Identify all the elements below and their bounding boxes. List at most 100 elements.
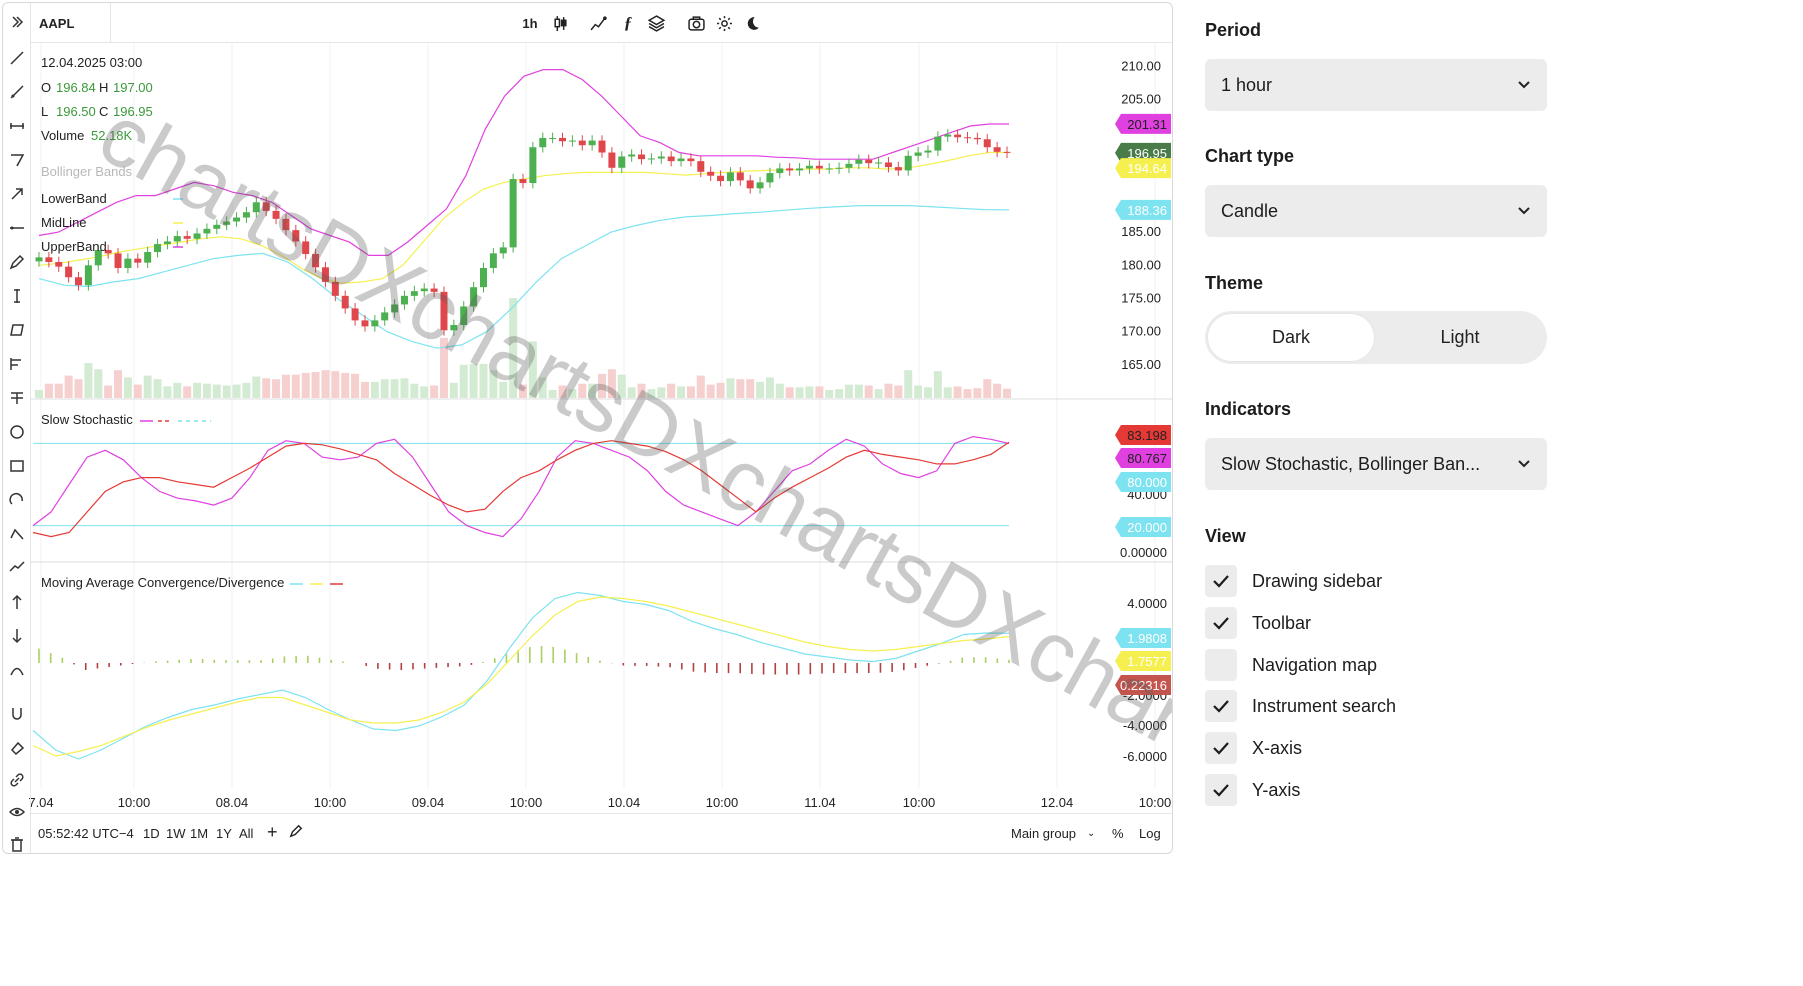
instrument-search[interactable]: AAPL — [31, 3, 111, 43]
legend-stochastic-title: Slow Stochastic — [41, 412, 133, 427]
mid-line-price-label-shape — [1115, 158, 1171, 179]
volume-bar — [44, 383, 53, 398]
period-select[interactable]: 1 hour — [1205, 59, 1547, 111]
view-option-x-axis[interactable]: X-axis — [1205, 732, 1505, 764]
candle — [993, 147, 1001, 152]
volume-bar — [588, 383, 597, 398]
ray-icon[interactable] — [6, 81, 28, 103]
signal-price-label: 1.7577 — [1115, 651, 1171, 671]
candle — [973, 137, 981, 140]
legend-band-label: MidLine — [41, 215, 87, 230]
arrow-down-icon[interactable] — [6, 625, 28, 647]
candle — [489, 253, 497, 268]
eraser-icon[interactable] — [6, 737, 28, 759]
volume-bar — [815, 386, 824, 398]
view-option-navigation-map[interactable]: Navigation map — [1205, 649, 1505, 681]
candle — [845, 163, 853, 168]
chart-canvas[interactable]: 210.00 205.00 185.00 180.00 175.00 170.00 165.… — [3, 3, 1173, 854]
camera-icon[interactable] — [685, 12, 707, 34]
add-icon[interactable]: + — [267, 822, 278, 842]
curve-icon[interactable] — [6, 659, 28, 681]
studies-icon[interactable] — [587, 12, 609, 34]
period-button[interactable]: 1h — [522, 15, 538, 31]
volume-bar — [222, 385, 231, 398]
range-1y[interactable]: 1Y — [216, 826, 232, 841]
range-1d[interactable]: 1D — [143, 826, 160, 841]
pencil-icon[interactable] — [289, 824, 303, 841]
arrow-up-icon[interactable] — [6, 591, 28, 613]
link-icon[interactable] — [6, 769, 28, 791]
range-1m[interactable]: 1M — [190, 826, 209, 841]
volume-bar — [420, 386, 429, 398]
volume-bar — [825, 390, 834, 398]
view-option-toolbar[interactable]: Toolbar — [1205, 607, 1505, 639]
checkbox[interactable] — [1205, 565, 1237, 597]
parallelogram-icon[interactable] — [6, 319, 28, 341]
candle — [400, 295, 408, 305]
chevron-down-icon[interactable]: ⌄ — [1087, 828, 1096, 839]
rectangle-icon[interactable] — [6, 455, 28, 477]
group-select[interactable]: Main group — [1011, 826, 1077, 841]
log-toggle[interactable]: Log — [1139, 826, 1161, 841]
theme-light-option[interactable]: Light — [1440, 327, 1480, 347]
candle — [144, 252, 152, 263]
view-option-y-axis[interactable]: Y-axis — [1205, 774, 1505, 806]
range-1w[interactable]: 1W — [166, 826, 186, 841]
line-icon[interactable] — [6, 47, 28, 69]
gear-icon[interactable] — [713, 12, 735, 34]
path-icon[interactable] — [6, 523, 28, 545]
chart-type-select[interactable]: Candle — [1205, 185, 1547, 237]
view-option-drawing-sidebar[interactable]: Drawing sidebar — [1205, 565, 1505, 597]
trash-icon[interactable] — [6, 833, 28, 853]
chart-widget[interactable]: 210.00 205.00 185.00 180.00 175.00 170.00 165.… — [2, 2, 1173, 854]
volume-bar — [133, 384, 142, 398]
x-tick-label: 10:00 — [118, 795, 151, 810]
expand-icon[interactable] — [6, 11, 28, 33]
arrow-icon[interactable] — [6, 183, 28, 205]
pitchfork-icon[interactable] — [6, 353, 28, 375]
candle — [440, 291, 448, 331]
checkbox[interactable] — [1205, 774, 1237, 806]
legend-high-value: 197.00 — [113, 80, 153, 95]
extended-line-icon[interactable] — [6, 217, 28, 239]
candle — [746, 180, 754, 189]
candle — [855, 159, 863, 164]
volume-bar — [726, 378, 735, 398]
candle — [667, 156, 675, 162]
pencil-icon[interactable] — [6, 251, 28, 273]
checkbox[interactable] — [1205, 732, 1237, 764]
vertical-line-icon[interactable] — [6, 285, 28, 307]
eye-icon[interactable] — [6, 801, 28, 823]
x-tick-label: 09.04 — [412, 795, 445, 810]
moon-icon[interactable] — [741, 12, 763, 34]
candle — [647, 158, 655, 160]
gann-icon[interactable] — [6, 387, 28, 409]
magnet-icon[interactable] — [6, 703, 28, 725]
indicators-select[interactable]: Slow Stochastic, Bollinger Ban... — [1205, 438, 1547, 490]
function-icon[interactable]: ƒ — [623, 13, 633, 32]
candle — [173, 236, 181, 242]
volume-bar — [627, 387, 636, 398]
candle-type-icon[interactable] — [549, 12, 571, 34]
horizontal-line-icon[interactable] — [6, 115, 28, 137]
candle — [262, 202, 270, 211]
y-tick-label: 165.00 — [1121, 357, 1161, 372]
volume-bar — [212, 384, 221, 398]
view-option-instrument-search[interactable]: Instrument search — [1205, 690, 1505, 722]
fibonacci-icon[interactable] — [6, 149, 28, 171]
checkbox[interactable] — [1205, 607, 1237, 639]
candle — [282, 218, 290, 231]
checkbox[interactable] — [1205, 649, 1237, 681]
circle-icon[interactable] — [6, 421, 28, 443]
layers-icon[interactable] — [645, 12, 667, 34]
volume-bar — [183, 386, 192, 398]
candle — [94, 250, 102, 266]
arc-icon[interactable] — [6, 489, 28, 511]
percent-toggle[interactable]: % — [1112, 826, 1124, 841]
theme-dark-option[interactable]: Dark — [1208, 314, 1374, 361]
candle — [983, 139, 991, 148]
checkbox[interactable] — [1205, 690, 1237, 722]
range-all[interactable]: All — [239, 826, 254, 841]
trend-icon[interactable] — [6, 555, 28, 577]
candle — [657, 156, 665, 159]
